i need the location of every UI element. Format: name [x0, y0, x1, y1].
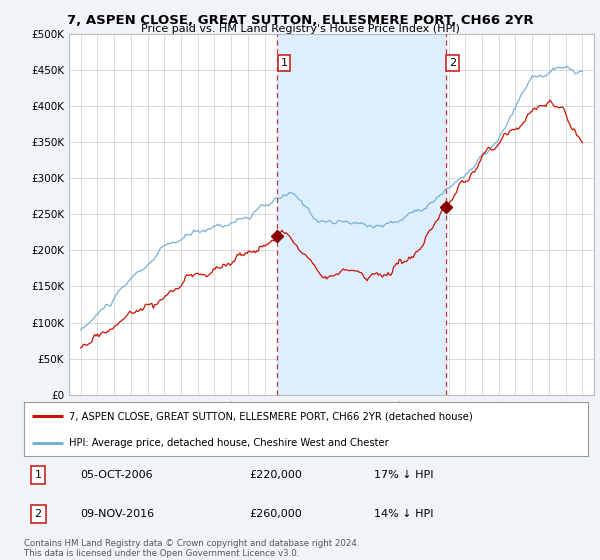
Text: 05-OCT-2006: 05-OCT-2006 — [80, 470, 153, 480]
Text: 14% ↓ HPI: 14% ↓ HPI — [374, 509, 433, 519]
Text: 2: 2 — [449, 58, 457, 68]
Bar — [277, 34, 446, 395]
Text: 1: 1 — [35, 470, 41, 480]
Text: £260,000: £260,000 — [250, 509, 302, 519]
Text: Price paid vs. HM Land Registry's House Price Index (HPI): Price paid vs. HM Land Registry's House … — [140, 24, 460, 34]
Text: £220,000: £220,000 — [250, 470, 302, 480]
Text: 7, ASPEN CLOSE, GREAT SUTTON, ELLESMERE PORT, CH66 2YR: 7, ASPEN CLOSE, GREAT SUTTON, ELLESMERE … — [67, 14, 533, 27]
Text: 2: 2 — [35, 509, 41, 519]
Text: 7, ASPEN CLOSE, GREAT SUTTON, ELLESMERE PORT, CH66 2YR (detached house): 7, ASPEN CLOSE, GREAT SUTTON, ELLESMERE … — [69, 412, 473, 421]
Text: HPI: Average price, detached house, Cheshire West and Chester: HPI: Average price, detached house, Ches… — [69, 438, 389, 447]
Text: 1: 1 — [281, 58, 287, 68]
Text: 17% ↓ HPI: 17% ↓ HPI — [374, 470, 433, 480]
Text: Contains HM Land Registry data © Crown copyright and database right 2024.
This d: Contains HM Land Registry data © Crown c… — [24, 539, 359, 558]
Text: 09-NOV-2016: 09-NOV-2016 — [80, 509, 155, 519]
